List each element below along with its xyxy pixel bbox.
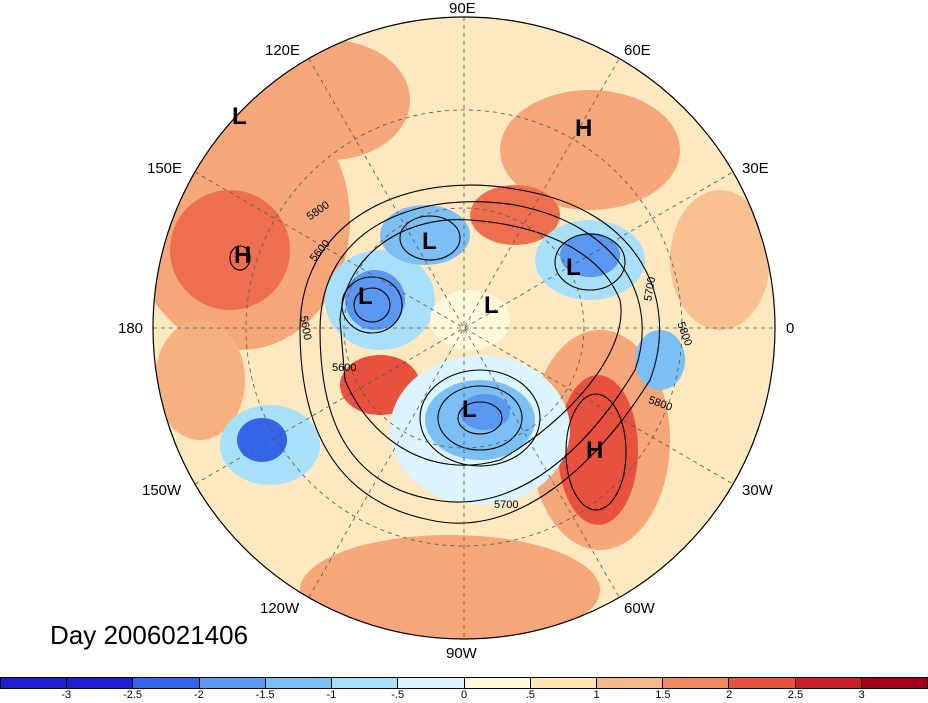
colorbar-swatch <box>596 678 664 688</box>
lon-label-120w: 120W <box>260 600 300 617</box>
warm-anomaly-nw-pacific-core <box>170 190 290 310</box>
lon-label-30e: 30E <box>742 160 769 177</box>
low-marker: L <box>462 396 477 423</box>
cold-anomaly-pacific-core <box>237 418 287 462</box>
low-marker: L <box>232 103 247 130</box>
colorbar-tick-label: .5 <box>525 689 535 701</box>
colorbar-labels: -3 -2.5 -2 -1.5 -1 -.5 0 .5 1 1.5 2 2.5 3 <box>0 689 928 703</box>
lon-label-150w: 150W <box>142 482 182 499</box>
colorbar-swatch <box>729 678 796 688</box>
lon-label-90e: 90E <box>449 0 476 17</box>
colorbar-swatch <box>464 678 531 688</box>
contour-label: 5600 <box>332 362 357 374</box>
lon-label-30w: 30W <box>742 482 773 499</box>
colorbar-swatch <box>398 678 465 688</box>
colorbar-tick-label: 1 <box>593 689 600 701</box>
colorbar-swatch <box>133 678 200 688</box>
height-contours <box>229 184 661 524</box>
warm-anomaly-central-pacific <box>155 320 245 440</box>
colorbar-swatch <box>795 678 862 688</box>
lon-label-150e: 150E <box>147 160 183 177</box>
neutral-arctic <box>430 290 510 350</box>
map-boundary <box>152 16 776 640</box>
colorbar-tick-label: -3 <box>61 689 72 701</box>
high-marker: H <box>586 437 604 464</box>
colorbar-swatch <box>861 678 928 688</box>
polar-stereographic-map <box>152 16 776 640</box>
warm-anomaly-tropics <box>300 535 600 639</box>
low-marker: L <box>422 228 437 255</box>
colorbar-swatch <box>663 678 730 688</box>
warm-anomaly-europe <box>670 190 770 330</box>
colorbar-tick-label: -.5 <box>391 689 405 701</box>
colorbar <box>0 677 928 689</box>
colorbar-tick-label: -2.5 <box>123 689 143 701</box>
colorbar-tick-label: 2.5 <box>787 689 804 701</box>
graticule <box>153 17 775 639</box>
date-caption: Day 2006021406 <box>50 620 249 650</box>
colorbar-swatch <box>199 678 266 688</box>
contour-label: 5700 <box>494 499 519 511</box>
colorbar-swatch <box>67 678 134 688</box>
low-marker: L <box>484 292 499 319</box>
lon-label-60w: 60W <box>624 600 655 617</box>
colorbar-tick-label: 0 <box>460 689 468 701</box>
colorbar-tick-label: 1.5 <box>655 689 671 701</box>
lon-label-180: 180 <box>118 320 144 337</box>
low-marker: L <box>566 254 581 281</box>
low-marker: L <box>358 283 373 310</box>
lon-label-120e: 120E <box>265 42 301 59</box>
colorbar-tick-label: -1.5 <box>255 689 275 701</box>
colorbar-swatch <box>332 678 399 688</box>
colorbar-tick-label: -1 <box>326 689 337 701</box>
high-marker: H <box>575 115 593 142</box>
lon-label-90w: 90W <box>446 645 477 662</box>
lon-label-60e: 60E <box>624 42 651 59</box>
colorbar-swatch <box>530 678 597 688</box>
colorbar-tick-label: -2 <box>193 689 204 701</box>
colorbar-tick-label: 3 <box>858 689 865 701</box>
high-marker: H <box>234 242 252 269</box>
colorbar-swatch <box>1 678 68 688</box>
colorbar-tick-label: 2 <box>726 689 733 701</box>
lon-label-0: 0 <box>786 320 795 337</box>
colorbar-swatch <box>265 678 333 688</box>
cold-anomaly-europe <box>635 330 685 390</box>
